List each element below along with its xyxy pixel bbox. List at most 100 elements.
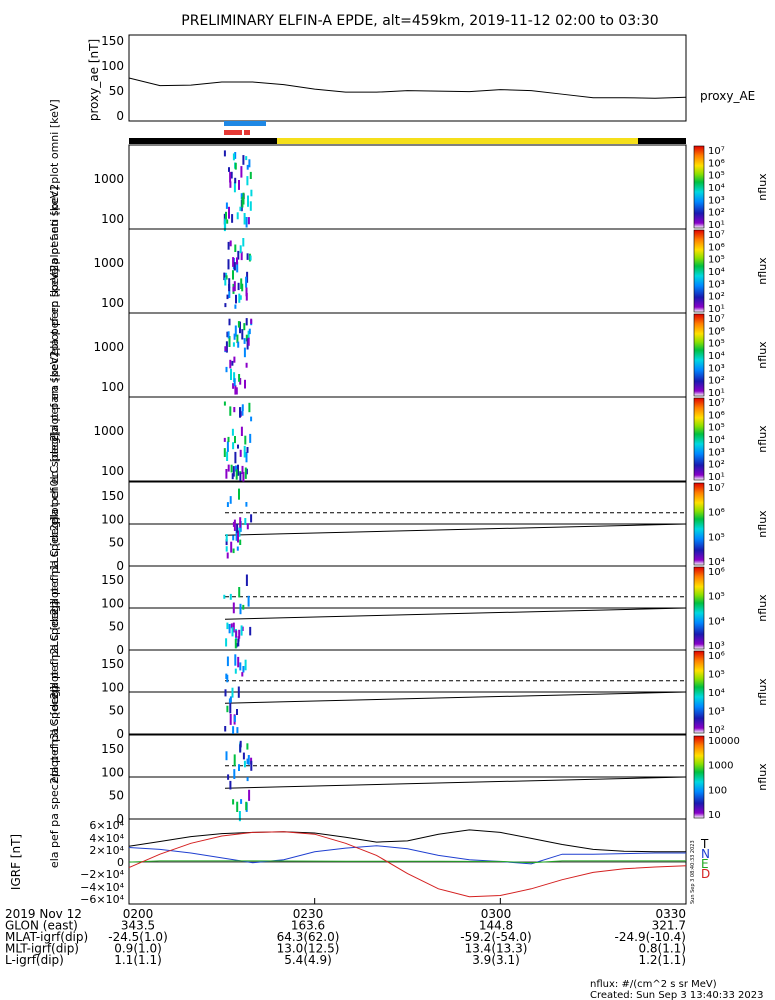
flux-pixel (246, 447, 249, 453)
flux-pixel (229, 359, 232, 369)
flux-pixel (229, 702, 232, 714)
flux-pixel (234, 325, 237, 337)
flux-pixel (240, 193, 243, 200)
flux-pixel (233, 407, 236, 413)
flux-pixel (224, 277, 227, 286)
flux-pixel (250, 318, 253, 324)
flux-pixel (249, 171, 252, 179)
flux-pixel (247, 330, 250, 340)
flux-pixel (248, 328, 251, 335)
igrf-ytick: 6×10⁴ (89, 819, 124, 832)
flux-pixel (225, 341, 228, 353)
flux-pixel (225, 546, 228, 552)
flux-pixel (225, 366, 228, 373)
red-bar-2 (244, 130, 250, 135)
flux-pixel (239, 295, 242, 300)
panel-ylabel: ela pef en spec2plot para [keV] (48, 353, 61, 526)
flux-pixel (232, 383, 235, 389)
flux-pixel (236, 257, 238, 265)
flux-pixel (237, 444, 239, 449)
flux-pixel (246, 743, 249, 750)
colorbar-tick-label: 10³ (708, 195, 725, 206)
flux-pixel (232, 466, 235, 477)
flux-pixel (234, 177, 237, 184)
flux-pixel (230, 464, 233, 473)
panel-ytick: 50 (109, 789, 124, 803)
flux-pixel (241, 672, 244, 677)
panel-ytick: 1000 (93, 172, 124, 186)
colorbar-tick-label: 10⁷ (708, 146, 725, 157)
flux-pixel (225, 275, 228, 280)
flux-pixel (237, 464, 239, 476)
flux-pixel (245, 156, 248, 161)
flux-pixel (237, 530, 239, 543)
flux-pixel (233, 281, 236, 292)
flux-pixel (227, 464, 230, 472)
flux-pixel (245, 468, 248, 475)
flux-pixel (250, 760, 253, 771)
panel-ylabel: ela pef pa spec2plot ch0LC [deg] (48, 433, 61, 615)
colorbar (693, 313, 705, 397)
panel-ylabel: ela pef pa spec2plot ch2LC [deg] (48, 601, 61, 783)
flux-pixel (232, 521, 235, 527)
flux-pixel (248, 789, 251, 801)
flux-pixel (229, 406, 232, 416)
colorbar-tick-label: 10⁴ (708, 183, 725, 194)
orbit-row-value: 144.8 (479, 919, 513, 933)
orbit-row-value: -24.9(-10.4) (615, 930, 686, 944)
colorbar-tick-label: 10⁵ (708, 339, 725, 350)
red-bar (224, 130, 242, 135)
flux-pixel (234, 162, 237, 170)
proxy-ae-ytick: 0 (116, 109, 124, 123)
flux-pixel (235, 630, 238, 638)
flux-pixel (236, 261, 239, 273)
pa-panel-pa_ch1: ela pef pa spec2plot ch1LC [deg] 150 100 50… (48, 517, 769, 699)
flux-pixel (234, 152, 237, 159)
flux-pixel (226, 331, 229, 338)
flux-pixel (235, 465, 237, 472)
energy-spectrogram-panels: ela pef en spec2plot omni [keV] 100010010… (48, 99, 769, 525)
flux-pixel (223, 594, 226, 599)
flux-pixel (233, 333, 236, 340)
panel-ytick: 0 (116, 812, 124, 826)
orbit-row-value: 0.8(1.1) (638, 942, 686, 956)
proxy-ae-ytick: 150 (101, 34, 124, 48)
proxy-ae-legend: proxy_AE (700, 89, 755, 103)
orbit-row-value: 0330 (655, 907, 686, 921)
flux-pixel (226, 552, 229, 559)
flux-pixel (247, 337, 250, 346)
flux-pixel (248, 402, 251, 413)
flux-pixel (234, 436, 236, 444)
colorbar-tick-label: 10⁵ (708, 255, 725, 266)
flux-pixel (233, 182, 236, 193)
flux-pixel (242, 604, 245, 610)
orbit-row-label: MLAT-igrf(dip) (5, 930, 88, 944)
flux-pixel (228, 624, 231, 634)
flux-pixel (236, 212, 239, 220)
orbit-row-value: -24.5(1.0) (108, 930, 168, 944)
flux-pixel (236, 727, 239, 734)
flux-pixel (240, 426, 243, 436)
colorbar-tick-label: 10⁷ (708, 398, 725, 409)
panel-ytick: 100 (101, 380, 124, 394)
flux-pixel (250, 416, 253, 422)
flux-pixel (225, 211, 227, 220)
igrf-line-N (128, 845, 686, 865)
black-bar-left (129, 138, 277, 144)
units-note: nflux: #/(cm^2 s sr MeV) (590, 979, 717, 990)
igrf-ytick: −4×10⁴ (80, 881, 124, 894)
orbit-row-value: 64.3(62.0) (277, 930, 340, 944)
colorbar-tick-label: 10⁴ (708, 616, 725, 627)
panel-ytick: 50 (109, 620, 124, 634)
flux-pixel (241, 465, 244, 474)
colorbar-tick-label: 10000 (708, 736, 740, 747)
flux-pixel (227, 259, 230, 270)
proxy-ae-ylabel: proxy_ae [nT] (87, 39, 101, 121)
flux-pixel (239, 539, 242, 545)
igrf-series-lines (128, 829, 687, 898)
flux-pixel (239, 378, 242, 385)
flux-pixel (243, 338, 246, 344)
igrf-panel: IGRF [nT] 6×10⁴ 4×10⁴ 2×10⁴ 0 −2×10⁴ −4×… (9, 818, 710, 906)
igrf-legend-N: N (701, 847, 710, 861)
flux-pixel (232, 342, 235, 347)
